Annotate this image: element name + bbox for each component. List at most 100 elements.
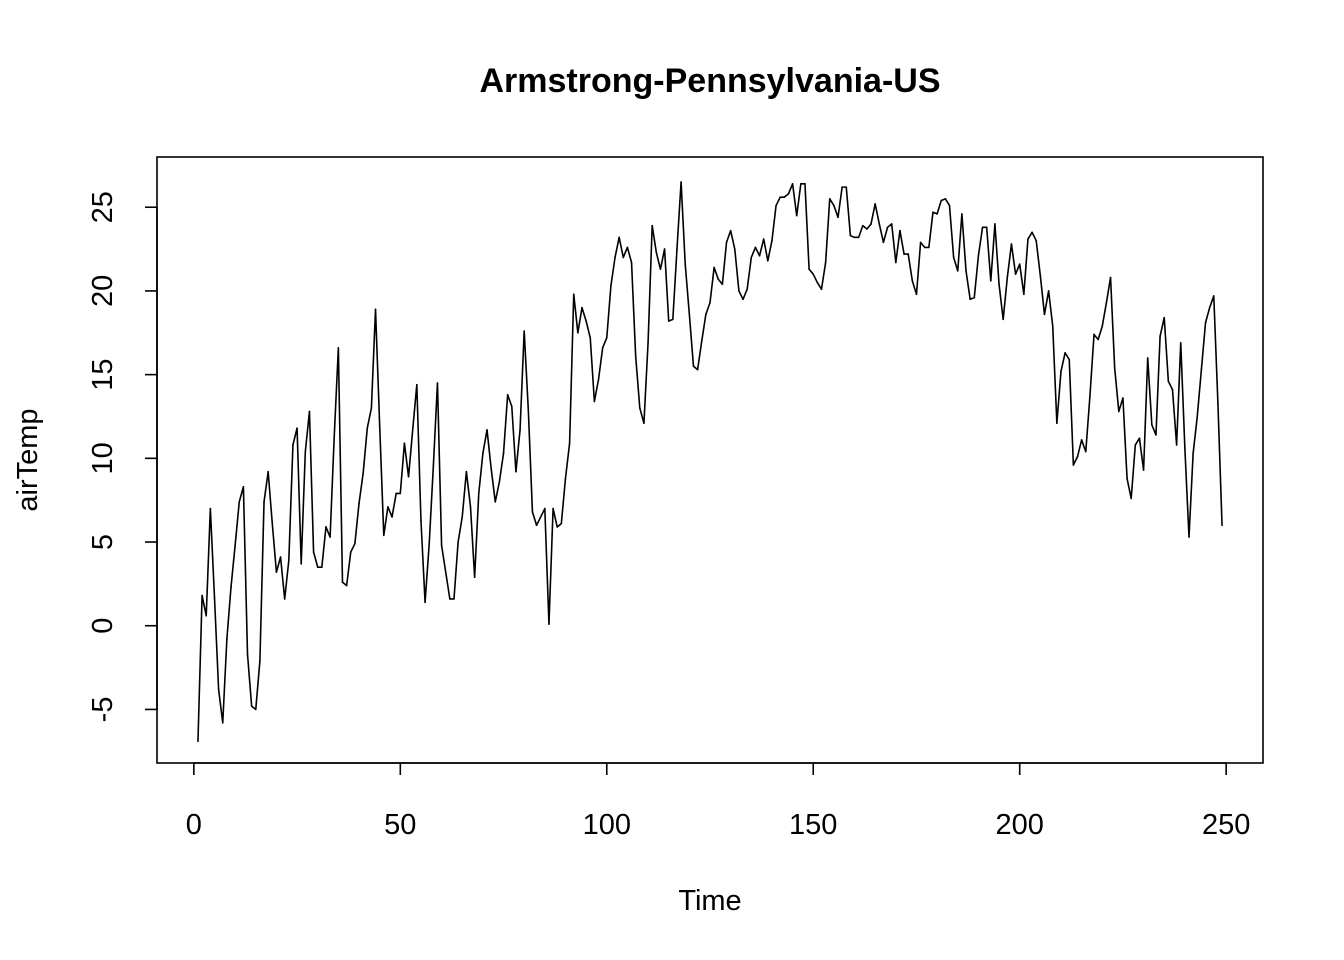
data-point bbox=[758, 254, 761, 257]
data-point bbox=[1035, 239, 1038, 242]
x-tick-label: 50 bbox=[384, 809, 416, 841]
data-point bbox=[800, 182, 802, 185]
data-point bbox=[618, 236, 620, 239]
data-point bbox=[1031, 231, 1033, 234]
data-point bbox=[919, 241, 922, 244]
x-tick-label: 100 bbox=[583, 809, 631, 841]
data-point bbox=[746, 288, 748, 291]
data-point bbox=[762, 238, 765, 240]
data-point bbox=[709, 301, 711, 304]
data-point bbox=[1027, 238, 1029, 240]
data-point bbox=[1014, 273, 1017, 275]
data-point bbox=[828, 198, 831, 200]
data-point bbox=[725, 241, 728, 244]
data-point bbox=[614, 256, 616, 259]
data-point bbox=[329, 536, 331, 538]
data-point bbox=[1188, 536, 1190, 538]
data-point bbox=[878, 223, 881, 225]
data-point bbox=[1051, 325, 1054, 327]
data-point bbox=[539, 516, 542, 518]
data-point bbox=[1146, 357, 1149, 359]
data-point bbox=[956, 270, 959, 272]
data-point bbox=[502, 452, 505, 455]
data-point bbox=[808, 268, 810, 270]
data-point bbox=[911, 280, 914, 282]
data-point bbox=[1171, 388, 1174, 391]
data-point bbox=[263, 501, 265, 503]
data-point bbox=[1109, 276, 1112, 279]
data-point bbox=[705, 313, 707, 316]
data-point bbox=[1039, 275, 1042, 277]
data-point bbox=[688, 313, 691, 316]
data-point bbox=[977, 254, 980, 257]
data-point bbox=[696, 368, 699, 371]
data-point bbox=[585, 320, 587, 322]
data-point bbox=[783, 196, 786, 198]
data-point bbox=[771, 239, 773, 242]
data-point bbox=[791, 182, 794, 185]
data-point bbox=[506, 393, 509, 396]
data-point bbox=[1076, 455, 1079, 458]
data-point bbox=[1018, 263, 1021, 265]
data-point bbox=[634, 355, 637, 358]
data-point bbox=[271, 522, 274, 525]
data-point bbox=[254, 708, 257, 711]
data-point bbox=[1184, 447, 1186, 450]
data-point bbox=[527, 408, 530, 411]
data-point bbox=[531, 511, 534, 513]
data-point bbox=[391, 516, 393, 518]
data-point bbox=[482, 452, 484, 455]
data-point bbox=[296, 427, 298, 429]
data-point bbox=[428, 542, 431, 545]
data-point bbox=[523, 330, 525, 332]
data-point bbox=[288, 559, 290, 562]
data-point bbox=[1047, 290, 1050, 292]
data-point bbox=[1138, 437, 1141, 440]
data-point bbox=[337, 347, 340, 349]
data-point bbox=[577, 331, 579, 334]
data-point bbox=[750, 256, 753, 259]
data-point bbox=[300, 562, 303, 565]
data-point bbox=[411, 429, 414, 431]
data-point bbox=[936, 213, 938, 215]
data-point bbox=[973, 296, 976, 299]
data-point bbox=[1010, 243, 1013, 245]
data-point bbox=[994, 223, 996, 225]
data-point bbox=[246, 653, 249, 655]
data-point bbox=[1221, 524, 1223, 527]
data-point bbox=[589, 337, 592, 339]
data-point bbox=[721, 283, 724, 286]
data-point bbox=[643, 422, 645, 424]
data-point bbox=[560, 522, 563, 525]
data-point bbox=[605, 337, 608, 339]
data-point bbox=[882, 241, 885, 244]
data-point bbox=[205, 614, 208, 617]
data-point bbox=[952, 256, 955, 259]
data-point bbox=[226, 638, 228, 640]
data-point bbox=[581, 306, 583, 309]
data-point bbox=[465, 470, 468, 473]
data-point bbox=[515, 470, 517, 473]
data-point bbox=[366, 427, 369, 429]
data-point bbox=[292, 444, 294, 446]
data-point bbox=[1043, 313, 1046, 316]
data-point bbox=[548, 623, 550, 625]
data-point bbox=[490, 467, 492, 470]
data-point bbox=[564, 477, 567, 480]
data-point bbox=[672, 318, 674, 321]
x-tick-label: 0 bbox=[186, 809, 202, 841]
data-point bbox=[597, 378, 600, 381]
data-point bbox=[473, 576, 476, 578]
data-point bbox=[767, 259, 769, 262]
data-point bbox=[684, 263, 687, 265]
data-point bbox=[1212, 295, 1215, 297]
data-point bbox=[754, 246, 757, 249]
data-point bbox=[932, 211, 934, 214]
data-point bbox=[1163, 316, 1166, 319]
data-point bbox=[316, 566, 319, 568]
data-point bbox=[676, 248, 678, 250]
data-point bbox=[449, 598, 451, 600]
data-point bbox=[283, 598, 286, 600]
data-point bbox=[403, 442, 406, 445]
